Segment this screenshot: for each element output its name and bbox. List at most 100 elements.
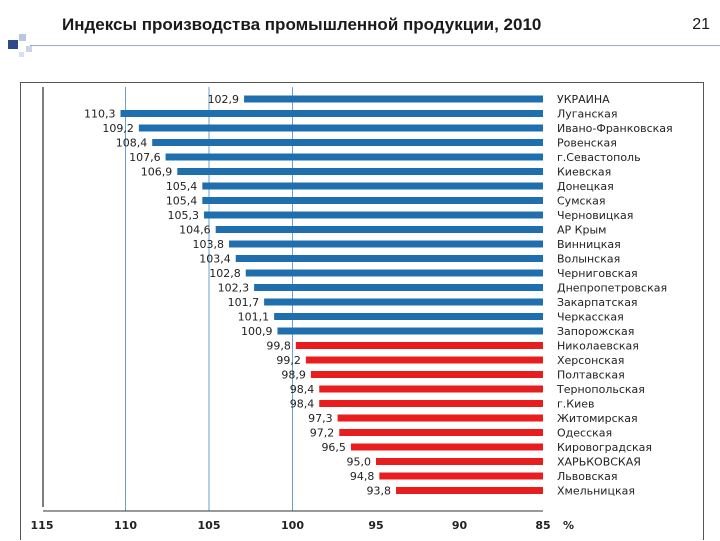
value-label: 97,2 [310, 427, 335, 440]
category-label: Черновицкая [557, 209, 633, 222]
category-label: Одесская [557, 427, 612, 440]
value-label: 99,8 [266, 340, 291, 353]
value-label: 101,1 [238, 311, 270, 324]
category-label: Черкасская [557, 311, 624, 324]
category-label: Ровенская [557, 137, 617, 150]
chart-frame: 102,9 УКРАИНА 110,3 Луганская 109,2 Ивано-Фра… [20, 82, 704, 540]
value-label: 102,9 [208, 93, 240, 106]
category-label: г.Киев [557, 398, 595, 411]
category-label: г.Севастополь [557, 151, 641, 164]
value-label: 107,6 [129, 151, 161, 164]
x-tick-label: 85 [535, 519, 550, 532]
category-label: Днепропетровская [557, 282, 667, 295]
value-label: 98,4 [290, 398, 315, 411]
bar-24 [350, 443, 543, 451]
bar-0 [244, 95, 543, 103]
x-tick-label: 95 [368, 519, 383, 532]
category-label: Херсонская [557, 354, 624, 367]
bar-23 [339, 429, 543, 436]
x-tick-label: 90 [452, 519, 468, 532]
value-label: 105,3 [167, 209, 199, 222]
bar-1 [120, 110, 544, 117]
category-label: Луганская [557, 108, 618, 121]
x-tick-label: 115 [31, 519, 54, 532]
value-label: 103,8 [193, 238, 225, 251]
value-label: 109,2 [102, 122, 134, 135]
bar-4 [165, 153, 543, 161]
value-label: 102,8 [209, 267, 241, 280]
bar-8 [203, 211, 544, 219]
bar-9 [215, 226, 543, 233]
category-label: Черниговская [557, 267, 638, 280]
x-tick-label: 110 [114, 519, 137, 532]
slide-number: 21 [692, 16, 710, 33]
category-label: ХАРЬКОВСКАЯ [557, 456, 641, 469]
bar-7 [202, 197, 543, 204]
category-label: Кировоградская [557, 441, 652, 454]
bar-2 [138, 124, 544, 132]
x-unit-label: % [563, 519, 574, 532]
bar-18 [305, 356, 543, 364]
bar-15 [274, 313, 543, 320]
bar-11 [235, 255, 543, 262]
bar-17 [295, 342, 543, 349]
category-label: Волынская [557, 253, 620, 266]
category-label: Полтавская [557, 369, 625, 382]
value-label: 100,9 [241, 325, 273, 338]
x-tick-label: 100 [281, 519, 304, 532]
value-label: 110,3 [84, 108, 116, 121]
bar-21 [319, 400, 543, 407]
category-label: Донецкая [557, 180, 614, 193]
value-label: 98,4 [290, 383, 315, 396]
decor-square-light [26, 46, 32, 52]
value-label: 103,4 [199, 253, 231, 266]
category-label: Закарпатская [557, 296, 638, 309]
bar-10 [229, 240, 544, 248]
category-label: Винницкая [557, 238, 621, 251]
value-label: 97,3 [308, 412, 333, 425]
bar-14 [264, 298, 543, 306]
category-label: Хмельницкая [557, 485, 635, 498]
value-label: 94,8 [350, 470, 375, 483]
category-label: АР Крым [557, 224, 606, 237]
bar-16 [277, 327, 543, 335]
category-label: Николаевская [557, 340, 639, 353]
decor-square-light [19, 34, 26, 41]
value-label: 101,7 [228, 296, 260, 309]
bar-20 [319, 385, 543, 393]
decor-square-light [19, 52, 24, 57]
bar-26 [379, 472, 543, 480]
bar-19 [310, 371, 543, 378]
bar-25 [376, 458, 543, 465]
value-label: 105,4 [166, 180, 198, 193]
bar-5 [177, 168, 543, 175]
bar-chart: 102,9 УКРАИНА 110,3 Луганская 109,2 Ивано-Фра… [31, 87, 673, 532]
value-label: 98,9 [281, 369, 306, 382]
title-underline [30, 45, 720, 46]
bar-22 [337, 414, 543, 422]
category-label: Сумская [557, 195, 606, 208]
bar-27 [396, 487, 543, 494]
value-label: 104,6 [179, 224, 211, 237]
category-label: Киевская [557, 166, 611, 179]
category-label: Ивано-Франковская [557, 122, 673, 135]
x-tick-label: 105 [198, 519, 221, 532]
bar-6 [202, 182, 543, 190]
category-label: Львовская [557, 470, 618, 483]
category-label: Запорожская [557, 325, 634, 338]
category-label: Тернопольская [556, 383, 645, 396]
value-label: 108,4 [116, 137, 148, 150]
category-label: Житомирская [557, 412, 638, 425]
value-label: 95,0 [347, 456, 372, 469]
decor-square-dark [8, 40, 18, 49]
category-label: УКРАИНА [557, 93, 610, 106]
value-label: 105,4 [166, 195, 198, 208]
bar-13 [254, 284, 543, 291]
value-label: 102,3 [218, 282, 250, 295]
bar-3 [152, 139, 543, 146]
value-label: 93,8 [367, 485, 392, 498]
slide-title: Индексы производства промышленной продук… [62, 15, 542, 34]
value-label: 99,2 [276, 354, 301, 367]
value-label: 96,5 [321, 441, 346, 454]
value-label: 106,9 [141, 166, 173, 179]
